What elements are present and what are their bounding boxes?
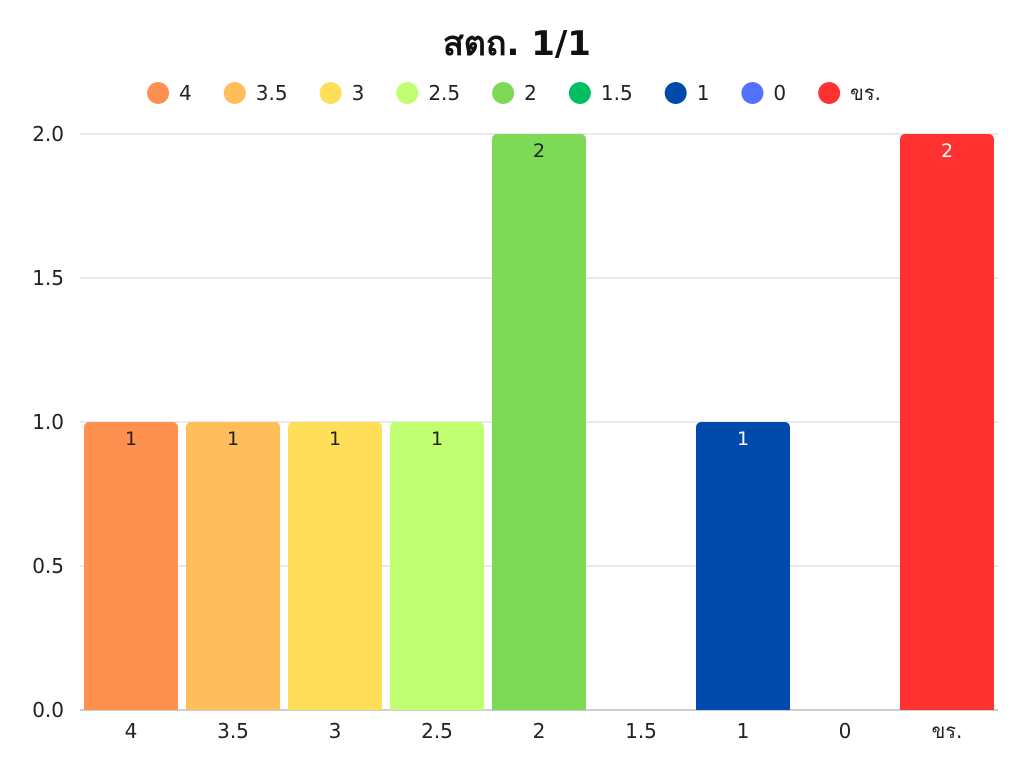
legend-label: 1.5 [601, 81, 633, 105]
legend-swatch [741, 82, 764, 104]
x-tick-label: 3.5 [217, 719, 249, 743]
data-label: 1 [125, 428, 137, 450]
y-tick-label: 1.5 [32, 266, 64, 290]
legend-label: ขร. [850, 81, 881, 105]
legend-label: 2 [524, 81, 537, 105]
x-tick-label: 2 [533, 719, 546, 743]
y-tick-label: 2.0 [32, 122, 64, 146]
legend-label: 4 [179, 81, 192, 105]
bar [84, 422, 178, 710]
data-label: 2 [941, 140, 953, 162]
bar [900, 134, 994, 710]
legend-label: 0 [773, 81, 786, 105]
x-tick-label: 1 [737, 719, 750, 743]
legend-swatch [319, 82, 342, 104]
bar [288, 422, 382, 710]
data-label: 1 [737, 428, 749, 450]
y-axis: 0.0 0.5 1.0 1.5 2.0 [32, 122, 64, 722]
legend-label: 3.5 [256, 81, 288, 105]
x-tick-label: ขร. [932, 719, 963, 743]
data-label: 1 [329, 428, 341, 450]
legend-item: 4 [147, 81, 192, 105]
legend-swatch [664, 82, 687, 104]
bar [390, 422, 484, 710]
legend-label: 2.5 [428, 81, 460, 105]
legend-swatch [223, 82, 246, 104]
x-axis: 4 3.5 3 2.5 2 1.5 1 0 ขร. [125, 719, 963, 743]
x-tick-label: 3 [329, 719, 342, 743]
x-tick-label: 1.5 [625, 719, 657, 743]
legend-swatch [396, 82, 419, 104]
bar [492, 134, 586, 710]
bar [696, 422, 790, 710]
legend-item: 3 [319, 81, 365, 105]
data-label: 1 [431, 428, 443, 450]
x-tick-label: 2.5 [421, 719, 453, 743]
data-label: 1 [227, 428, 239, 450]
x-tick-label: 0 [839, 719, 852, 743]
legend-item: 0 [741, 81, 786, 105]
y-tick-label: 0.0 [32, 698, 64, 722]
legend-item: 2 [492, 81, 537, 105]
legend-label: 3 [352, 81, 365, 105]
legend-item: ขร. [818, 81, 881, 105]
legend-label: 1 [697, 81, 710, 105]
legend-swatch [568, 82, 591, 104]
y-tick-label: 0.5 [32, 554, 64, 578]
x-tick-label: 4 [125, 719, 138, 743]
legend-swatch [818, 82, 841, 104]
legend-item: 1 [664, 81, 710, 105]
bar [186, 422, 280, 710]
data-label: 2 [533, 140, 545, 162]
legend-item: 1.5 [568, 81, 633, 105]
y-tick-label: 1.0 [32, 410, 64, 434]
legend-swatch [147, 82, 170, 104]
legend-item: 2.5 [396, 81, 460, 105]
legend: 4 3.5 3 2.5 2 1.5 1 0 ขร. [147, 81, 881, 105]
chart-title: สตถ. 1/1 [443, 24, 591, 64]
bars: 1 1 1 1 2 1 2 [84, 134, 994, 710]
legend-swatch [492, 82, 515, 104]
legend-item: 3.5 [223, 81, 288, 105]
